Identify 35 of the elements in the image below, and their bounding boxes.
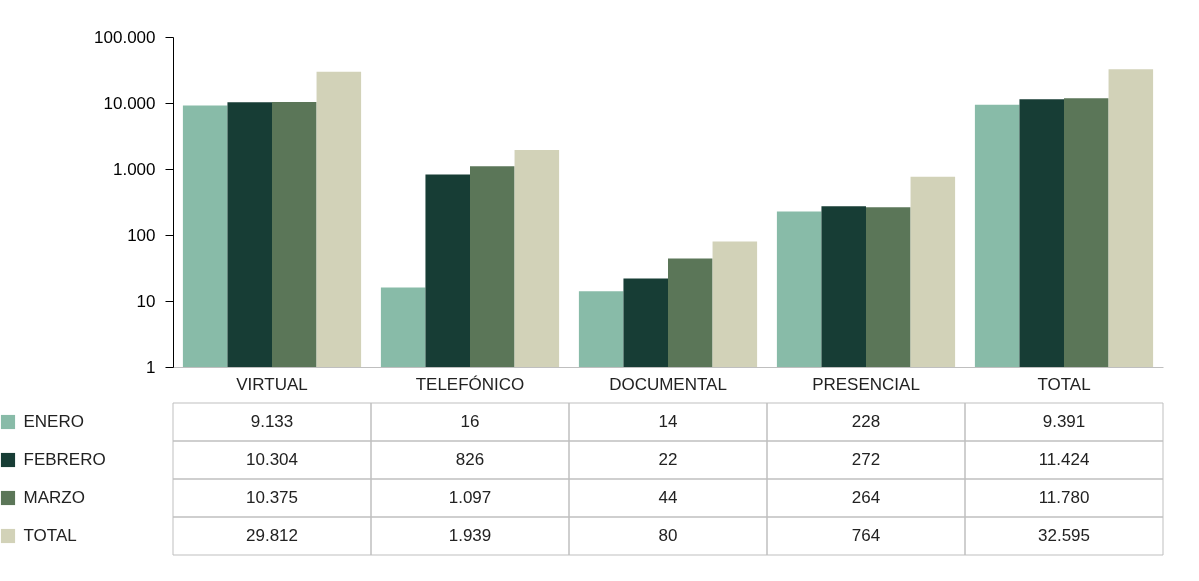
data-label: 16 [460,412,480,431]
data-label: 32.595 [1038,526,1090,545]
legend-label: TOTAL [23,526,77,545]
y-tick-label: 10 [136,291,156,311]
data-label: 10.304 [246,450,298,469]
legend-label: FEBRERO [23,450,106,469]
data-label: 1.097 [448,488,492,507]
data-label: 9.133 [250,412,294,431]
data-label: 826 [455,450,485,469]
data-label: 10.375 [246,488,298,507]
data-label: 80 [658,526,678,545]
data-label: 14 [658,412,678,431]
data-label: 9.391 [1042,412,1086,431]
x-tick-label: DOCUMENTAL [609,374,727,394]
data-label: 1.939 [448,526,492,545]
legend-label: ENERO [23,412,84,431]
data-label: 228 [851,412,881,431]
y-tick-label: 100.000 [94,27,156,47]
y-tick-label: 100 [127,225,156,245]
y-tick-label: 1 [146,357,156,377]
data-label: 272 [851,450,881,469]
x-tick-label: TOTAL [1037,374,1091,394]
y-tick-label: 1.000 [112,159,156,179]
data-label: 22 [658,450,678,469]
data-label: 11.780 [1038,488,1090,507]
x-tick-label: VIRTUAL [236,374,308,394]
data-label: 264 [851,488,881,507]
x-tick-label: PRESENCIAL [812,374,920,394]
data-label: 29.812 [246,526,298,545]
data-label: 764 [851,526,881,545]
x-tick-label: TELEFÓNICO [415,374,525,394]
y-tick-label: 10.000 [103,93,156,113]
legend-label: MARZO [23,488,85,507]
data-label: 11.424 [1038,450,1090,469]
data-label: 44 [658,488,678,507]
